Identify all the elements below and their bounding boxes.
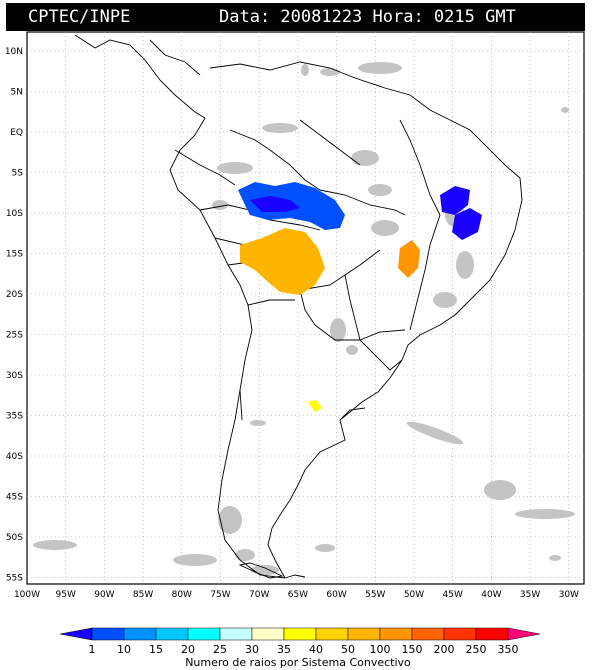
legend-swatch bbox=[91, 627, 125, 641]
longitude-label: 60W bbox=[326, 590, 346, 600]
legend-swatch bbox=[59, 627, 93, 641]
longitude-label: 40W bbox=[481, 590, 501, 600]
legend-swatch bbox=[411, 627, 445, 641]
title-bar: CPTEC/INPE Data: 20081223 Hora: 0215 GMT bbox=[6, 3, 585, 31]
longitude-labels: 100W 95W 90W 85W 80W 75W 70W 65W 60W 55W 50W 45W 40W… bbox=[14, 590, 579, 600]
legend-level: 35 bbox=[277, 643, 291, 656]
longitude-label: 30W bbox=[559, 590, 579, 600]
legend-level: 30 bbox=[245, 643, 259, 656]
longitude-label: 100W bbox=[14, 590, 40, 600]
longitude-label: 65W bbox=[288, 590, 308, 600]
latitude-label: EQ bbox=[10, 128, 23, 138]
latitude-label: 10N bbox=[5, 47, 23, 57]
legend-level: 10 bbox=[117, 643, 131, 656]
longitude-label: 35W bbox=[520, 590, 540, 600]
latitude-label: 25S bbox=[6, 331, 23, 341]
longitude-label: 95W bbox=[56, 590, 76, 600]
latitude-label: 55S bbox=[6, 574, 23, 584]
longitude-label: 55W bbox=[365, 590, 385, 600]
legend-level: 150 bbox=[402, 643, 423, 656]
legend-swatch bbox=[283, 627, 317, 641]
legend-level: 20 bbox=[181, 643, 195, 656]
latitude-label: 50S bbox=[6, 533, 23, 543]
agency-label: CPTEC/INPE bbox=[28, 7, 131, 27]
lightning-cells bbox=[238, 182, 482, 412]
legend-swatch bbox=[219, 627, 253, 641]
legend-level: 250 bbox=[466, 643, 487, 656]
latitude-labels: 10N 5N EQ 5S 10S 15S 20S 25S 30S 35S 40S 45S 50S 55S bbox=[5, 47, 23, 584]
legend-swatch bbox=[187, 627, 221, 641]
latitude-label: 10S bbox=[6, 209, 23, 219]
legend-swatch bbox=[475, 627, 509, 641]
longitude-label: 85W bbox=[133, 590, 153, 600]
latitude-label: 15S bbox=[6, 250, 23, 260]
legend-level: 1 bbox=[89, 643, 96, 656]
latitude-label: 20S bbox=[6, 290, 23, 300]
latitude-label: 35S bbox=[6, 412, 23, 422]
longitude-label: 70W bbox=[249, 590, 269, 600]
legend-level: 25 bbox=[213, 643, 227, 656]
longitude-label: 45W bbox=[443, 590, 463, 600]
map-frame bbox=[26, 31, 585, 585]
longitude-label: 80W bbox=[172, 590, 192, 600]
legend-swatch bbox=[443, 627, 477, 641]
legend-colorbar: 1 10 15 20 25 30 35 40 50 100 150 200 250 350 Numero … bbox=[59, 627, 541, 669]
legend-level: 50 bbox=[341, 643, 355, 656]
legend-swatch bbox=[507, 627, 541, 641]
legend-level: 200 bbox=[434, 643, 455, 656]
longitude-label: 90W bbox=[94, 590, 114, 600]
legend-level: 100 bbox=[370, 643, 391, 656]
lightning-map: 10N5NEQ5S10S15S20S25S30S35S40S45S50S55S … bbox=[5, 31, 585, 600]
longitude-label: 50W bbox=[404, 590, 424, 600]
latitude-label: 45S bbox=[6, 493, 23, 503]
legend-swatch bbox=[123, 627, 157, 641]
legend-swatch bbox=[379, 627, 413, 641]
legend-level: 15 bbox=[149, 643, 163, 656]
latitude-label: 5S bbox=[12, 169, 24, 179]
graticule bbox=[27, 32, 584, 584]
legend-title: Numero de raios por Sistema Convectivo bbox=[185, 656, 411, 669]
legend-swatch bbox=[251, 627, 285, 641]
legend-level: 40 bbox=[309, 643, 323, 656]
legend-swatch bbox=[347, 627, 381, 641]
latitude-label: 40S bbox=[6, 452, 23, 462]
legend-swatch bbox=[315, 627, 349, 641]
longitude-label: 75W bbox=[210, 590, 230, 600]
latitude-label: 5N bbox=[11, 88, 23, 98]
legend-level: 350 bbox=[498, 643, 519, 656]
latitude-label: 30S bbox=[6, 371, 23, 381]
legend-swatch bbox=[155, 627, 189, 641]
datetime-label: Data: 20081223 Hora: 0215 GMT bbox=[219, 7, 516, 27]
